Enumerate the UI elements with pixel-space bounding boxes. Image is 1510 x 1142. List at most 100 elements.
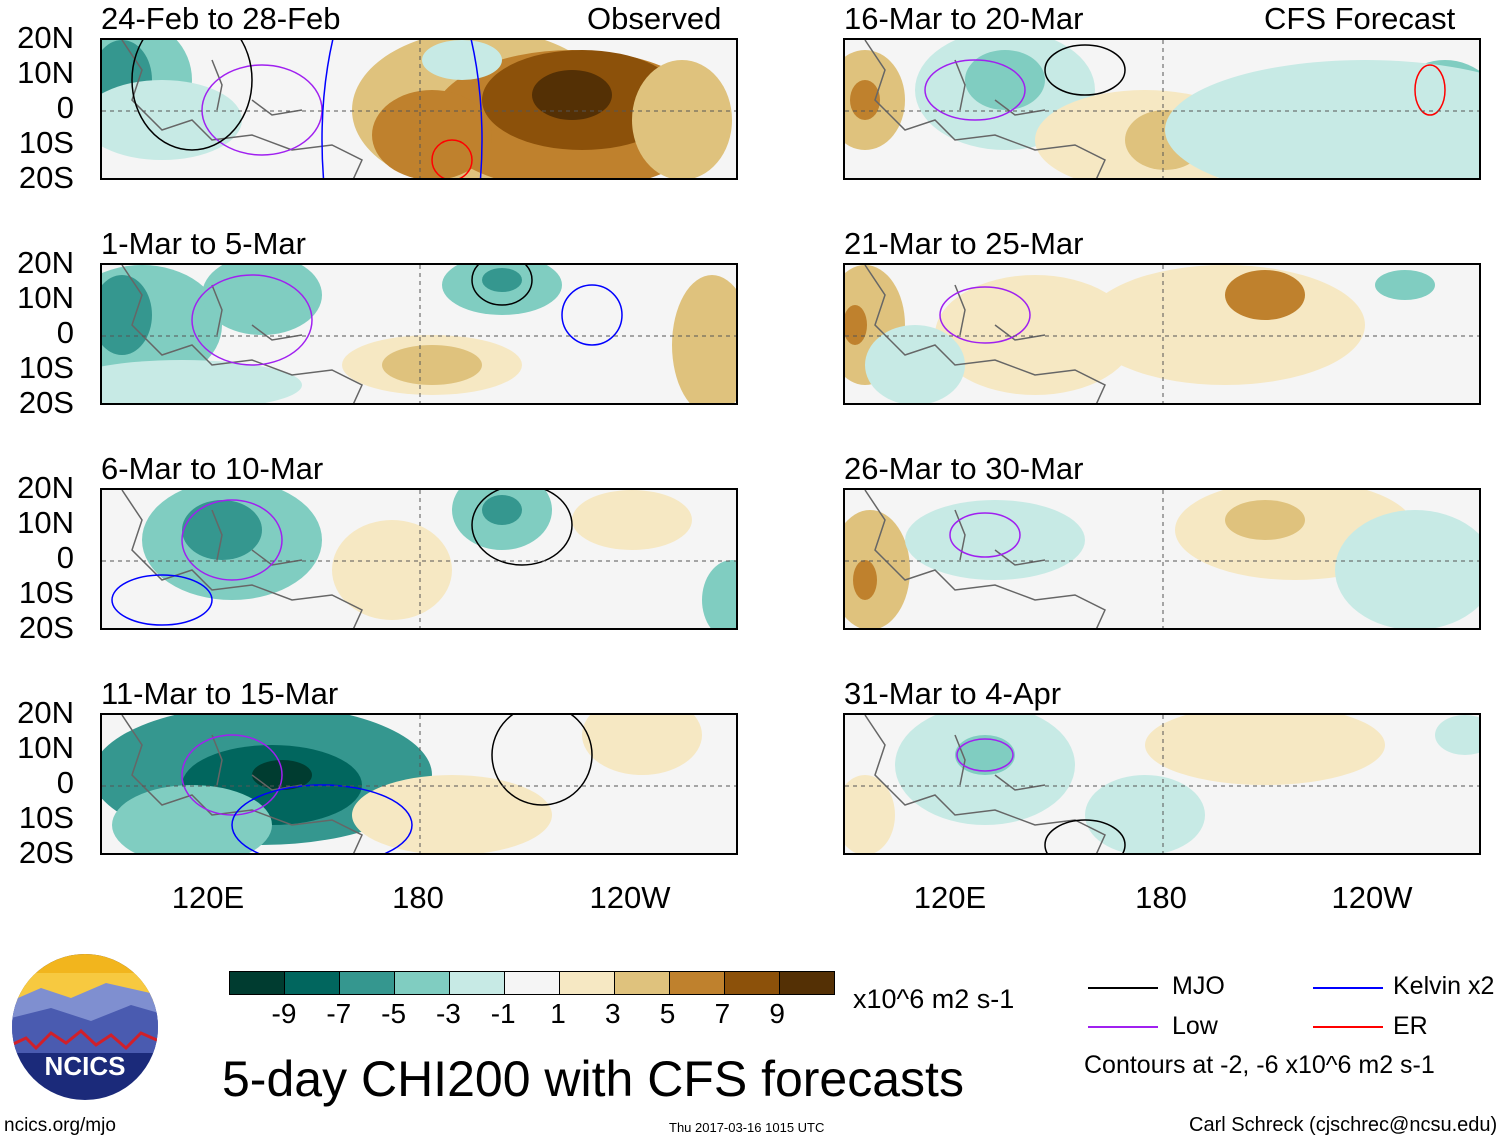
lat-label: 0 [56,765,74,800]
contour-line [1414,64,1446,116]
lon-label-left-120e: 120E [171,880,245,915]
anomaly-region [202,265,322,335]
coastline [864,265,1106,403]
lat-label: 20S [18,835,74,870]
anomaly-region [845,305,867,345]
contour-line [924,59,1026,121]
lat-label: 10S [18,800,74,835]
anomaly-region [482,495,522,525]
footer-timestamp: Thu 2017-03-16 1015 UTC [669,1120,825,1135]
contour-line [949,512,1021,558]
lat-label: 0 [56,540,74,575]
footer-url[interactable]: ncics.org/mjo [4,1115,116,1136]
contour-line [939,286,1031,344]
legend-kelvin-label: Kelvin x2 [1393,972,1495,1000]
panel-title: 31-Mar to 4-Apr [844,676,1062,711]
anomaly-region [1335,510,1479,628]
colorbar-tick-label: -3 [435,998,461,1029]
legend-er-label: ER [1393,1012,1428,1040]
footer-author: Carl Schreck (cjschrec@ncsu.edu) [1189,1114,1498,1136]
lat-label: 20N [17,695,74,730]
contour-line [181,734,283,816]
anomaly-region [102,360,302,403]
map-panel-observed-2 [100,263,738,405]
anomaly-region [102,275,152,355]
colorbar-swatch [395,972,450,994]
colorbar-tick-label: 3 [605,998,621,1029]
contour-line [231,784,413,853]
anomaly-region [382,345,482,385]
contour-line [561,284,623,346]
lat-label: 10S [18,575,74,610]
contour-line [131,40,253,151]
anomaly-region [850,80,880,120]
ncics-logo: NCICS [11,953,159,1101]
panel-title: 6-Mar to 10-Mar [101,451,324,486]
panel-title: 11-Mar to 15-Mar [101,676,339,711]
panel-title: 24-Feb to 28-Feb [101,1,341,36]
anomaly-region [672,275,736,403]
contour-line [1044,819,1126,853]
map-panel-observed-4 [100,713,738,855]
observed-label: Observed [587,1,722,36]
colorbar-tick-label: 9 [769,998,785,1029]
colorbar-units: x10^6 m2 s-1 [853,984,1015,1014]
contour-line [201,64,323,156]
lat-label: 20S [18,160,74,195]
anomaly-region [1435,715,1479,755]
colorbar-tick-label: -9 [271,998,297,1029]
anomaly-region [853,560,877,600]
colorbar-swatch [560,972,615,994]
contour-line [321,40,483,178]
contour-line [181,499,283,581]
anomaly-region [702,560,736,628]
lat-label: 10N [17,280,74,315]
map-panel-observed-1 [100,38,738,180]
coastline [864,715,1106,853]
panel-title: 21-Mar to 25-Mar [844,226,1084,261]
contour-line [1044,44,1126,96]
colorbar-swatch [780,972,834,994]
lon-label-right-120w: 120W [1331,880,1413,915]
lon-label-left-180: 180 [392,880,444,915]
anomaly-region [1375,270,1435,300]
colorbar [229,971,835,995]
map-panel-forecast-1 [843,38,1481,180]
contours-note: Contours at -2, -6 x10^6 m2 s-1 [1084,1051,1435,1079]
lat-label: 0 [56,315,74,350]
colorbar-swatch [450,972,505,994]
legend-kelvin-line [1313,987,1383,989]
anomaly-region [1225,270,1305,320]
lat-label: 10S [18,125,74,160]
lon-label-left-120w: 120W [589,880,671,915]
anomaly-region [632,60,732,178]
anomaly-region [532,70,612,120]
anomaly-region [102,80,242,160]
legend-low-line [1088,1026,1158,1028]
coastline [121,265,363,403]
anomaly-region [352,775,552,853]
colorbar-tick-label: 1 [550,998,566,1029]
contour-line [491,715,593,806]
anomaly-region [1145,715,1385,785]
anomaly-region [112,785,272,853]
lat-label: 20N [17,470,74,505]
contour-line [956,738,1014,772]
contour-line [111,574,213,626]
colorbar-swatch [615,972,670,994]
colorbar-tick-label: -1 [490,998,516,1029]
legend-mjo-label: MJO [1172,972,1225,1000]
forecast-label: CFS Forecast [1264,1,1456,36]
coastline [121,40,363,178]
map-panel-forecast-2 [843,263,1481,405]
map-panel-forecast-3 [843,488,1481,630]
anomaly-region [482,268,522,292]
contour-line [431,139,473,178]
panel-title: 26-Mar to 30-Mar [844,451,1084,486]
panel-title: 1-Mar to 5-Mar [101,226,306,261]
contour-line [191,274,313,366]
colorbar-swatch [285,972,340,994]
colorbar-swatch [340,972,395,994]
lat-label: 10N [17,55,74,90]
